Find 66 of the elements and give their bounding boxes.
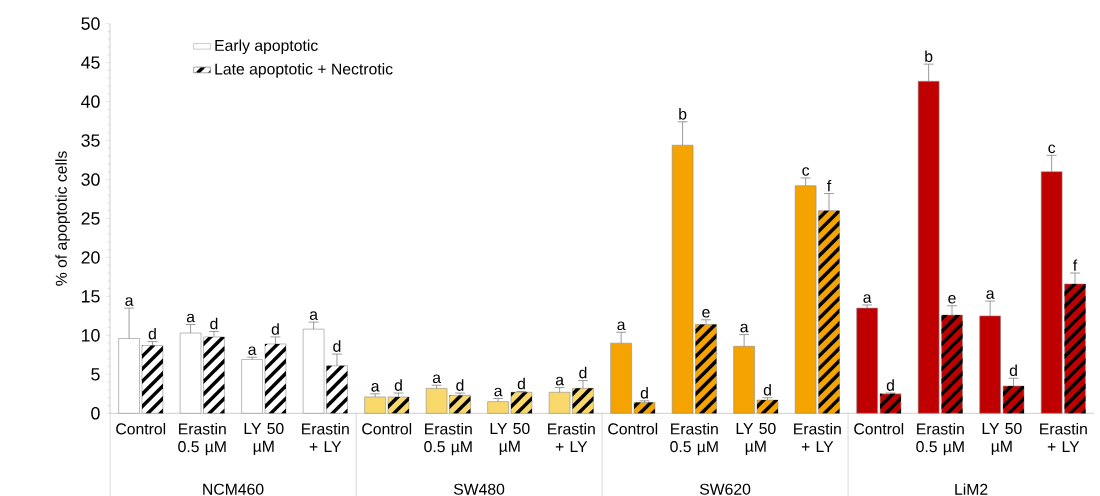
- x-tick-label: Control: [116, 422, 166, 435]
- data-label: b: [679, 108, 687, 120]
- y-tick-label: 50: [81, 17, 100, 30]
- data-label: a: [309, 311, 318, 320]
- x-tick-label: Erastin 0.5 µM: [670, 422, 718, 456]
- data-label: a: [432, 374, 441, 384]
- data-label: b: [925, 50, 933, 62]
- legend-label: Late apoptotic + Nectrotic: [215, 63, 393, 78]
- y-tick-label: 20: [81, 251, 100, 264]
- data-label: a: [125, 297, 134, 306]
- data-label: d: [394, 379, 402, 391]
- data-label: d: [640, 387, 648, 399]
- data-label: e: [702, 309, 710, 318]
- data-label: d: [210, 317, 218, 330]
- x-tick-label: Control: [854, 422, 904, 435]
- data-label: f: [827, 179, 832, 192]
- text: SW480: [453, 483, 505, 495]
- x-tick-label: Erastin + LY: [302, 422, 349, 453]
- data-label: d: [148, 327, 156, 340]
- legend-label: Early apoptotic: [215, 39, 318, 55]
- data-label: c: [1048, 144, 1056, 154]
- data-label: a: [555, 376, 564, 386]
- text: LiM2: [955, 483, 988, 495]
- data-label: a: [371, 383, 380, 392]
- data-label: d: [271, 323, 279, 335]
- data-label: d: [333, 340, 341, 352]
- x-tick-label: Control: [362, 422, 412, 435]
- y-tick-label: 35: [81, 134, 100, 147]
- y-axis-title: % of apoptotic cells: [55, 151, 70, 286]
- data-label: a: [494, 387, 503, 397]
- y-tick-label: 0: [91, 407, 100, 420]
- y-tick-label: 30: [81, 173, 100, 186]
- data-label: d: [579, 366, 587, 379]
- y-tick-label: 10: [82, 329, 100, 342]
- text: NCM460: [203, 483, 264, 495]
- data-label: a: [986, 290, 995, 299]
- text: SW620: [699, 483, 751, 495]
- data-label: a: [740, 323, 749, 333]
- data-label: d: [517, 377, 525, 390]
- data-label: f: [1073, 259, 1078, 271]
- x-tick-label: Erastin + LY: [794, 422, 841, 453]
- x-tick-label: Erastin + LY: [1040, 422, 1087, 453]
- x-tick-label: Control: [608, 422, 658, 435]
- x-tick-label: LY 50 µM: [736, 422, 776, 455]
- data-label: c: [802, 167, 810, 176]
- data-label: d: [886, 379, 894, 391]
- y-tick-label: 25: [81, 212, 100, 225]
- data-label: d: [1009, 364, 1017, 377]
- y-tick-label: 15: [82, 290, 100, 303]
- x-tick-label: Erastin 0.5 µM: [424, 422, 472, 456]
- x-tick-label: LY 50 µM: [982, 422, 1022, 455]
- y-tick-label: 45: [81, 56, 100, 69]
- data-label: a: [186, 313, 195, 323]
- data-label: e: [948, 294, 956, 304]
- data-label: a: [863, 294, 872, 303]
- x-tick-label: LY 50 µM: [244, 422, 284, 455]
- x-tick-label: LY 50 µM: [490, 422, 530, 455]
- y-tick-label: 5: [91, 368, 100, 381]
- x-tick-label: Erastin 0.5 µM: [178, 422, 226, 456]
- data-label: d: [456, 379, 464, 391]
- x-tick-label: Erastin + LY: [548, 422, 595, 453]
- data-label: a: [617, 321, 626, 331]
- x-tick-label: Erastin 0.5 µM: [916, 422, 964, 456]
- data-label: d: [763, 384, 771, 396]
- y-tick-label: 40: [81, 95, 100, 108]
- data-label: a: [248, 346, 257, 356]
